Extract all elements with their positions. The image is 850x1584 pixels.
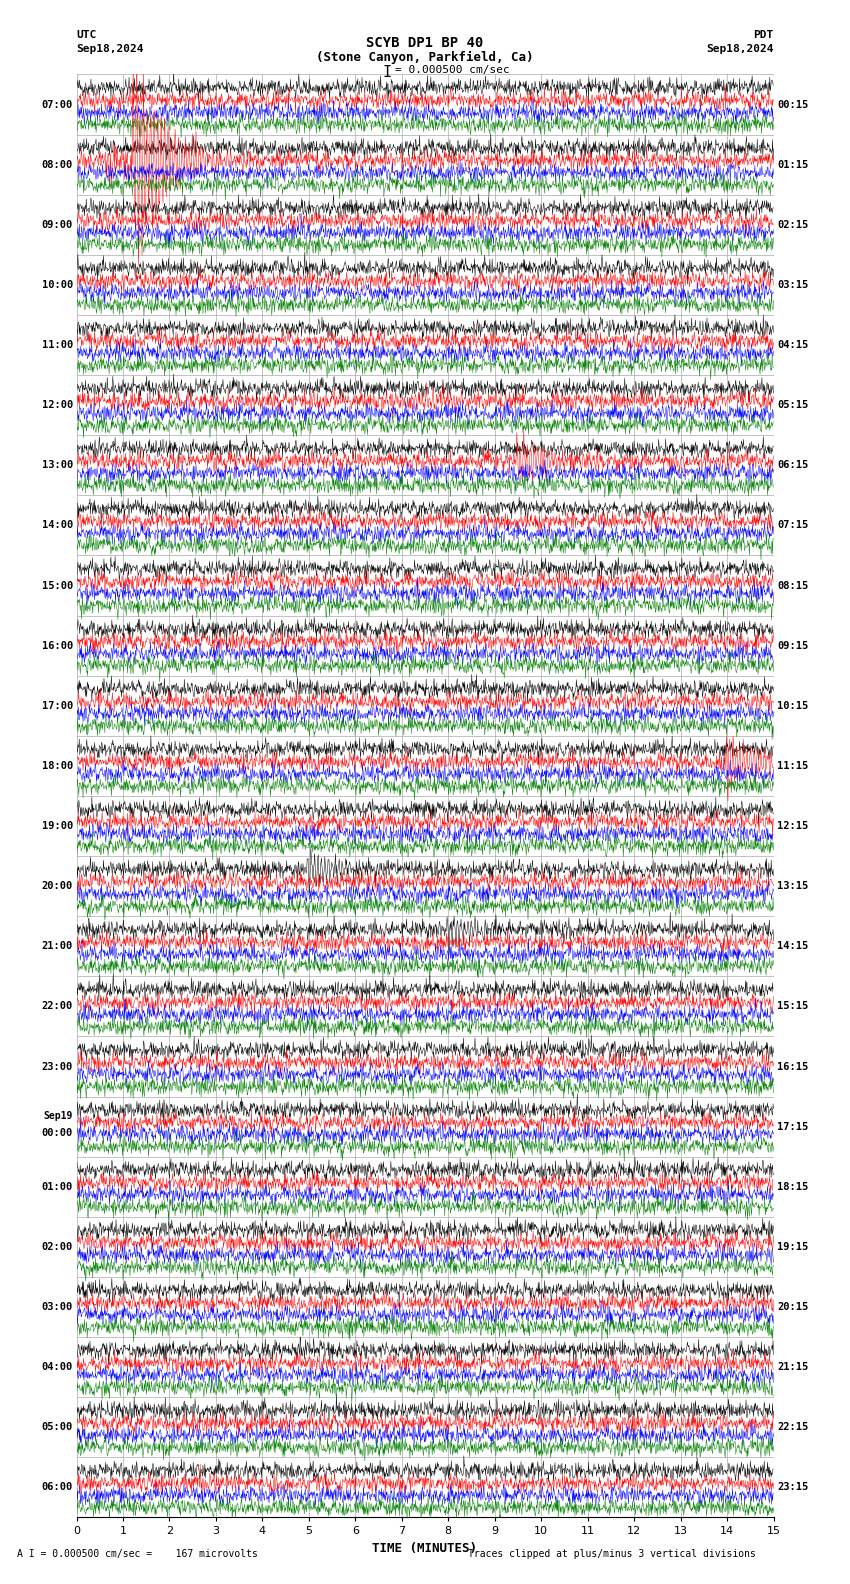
Text: 08:00: 08:00 [42,160,73,169]
Text: 19:00: 19:00 [42,821,73,832]
Text: 03:15: 03:15 [777,280,808,290]
Text: 02:15: 02:15 [777,220,808,230]
Text: 06:15: 06:15 [777,461,808,470]
Text: 13:15: 13:15 [777,881,808,892]
Text: A I = 0.000500 cm/sec =    167 microvolts: A I = 0.000500 cm/sec = 167 microvolts [17,1549,258,1559]
Text: SCYB DP1 BP 40: SCYB DP1 BP 40 [366,36,484,51]
Text: Traces clipped at plus/minus 3 vertical divisions: Traces clipped at plus/minus 3 vertical … [468,1549,756,1559]
Text: Sep19: Sep19 [43,1110,73,1121]
Text: 17:15: 17:15 [777,1121,808,1131]
Text: 20:15: 20:15 [777,1302,808,1312]
Text: 18:15: 18:15 [777,1182,808,1191]
Text: 09:00: 09:00 [42,220,73,230]
Text: 00:15: 00:15 [777,100,808,109]
Text: 11:00: 11:00 [42,341,73,350]
Text: 21:00: 21:00 [42,941,73,952]
Text: 20:00: 20:00 [42,881,73,892]
Text: 16:00: 16:00 [42,640,73,651]
Text: 01:15: 01:15 [777,160,808,169]
Text: 00:00: 00:00 [42,1128,73,1137]
Text: I: I [382,65,391,79]
Text: 01:00: 01:00 [42,1182,73,1191]
Text: 15:00: 15:00 [42,580,73,591]
Text: 21:15: 21:15 [777,1362,808,1372]
Text: Sep18,2024: Sep18,2024 [706,44,774,54]
Text: 18:00: 18:00 [42,760,73,771]
Text: 22:15: 22:15 [777,1422,808,1432]
Text: 06:00: 06:00 [42,1483,73,1492]
Text: 15:15: 15:15 [777,1001,808,1012]
Text: 16:15: 16:15 [777,1061,808,1071]
Text: 23:00: 23:00 [42,1061,73,1071]
Text: Sep18,2024: Sep18,2024 [76,44,144,54]
Text: 12:15: 12:15 [777,821,808,832]
Text: = 0.000500 cm/sec: = 0.000500 cm/sec [395,65,510,74]
Text: 19:15: 19:15 [777,1242,808,1251]
Text: 09:15: 09:15 [777,640,808,651]
Text: 23:15: 23:15 [777,1483,808,1492]
Text: 10:00: 10:00 [42,280,73,290]
Text: 08:15: 08:15 [777,580,808,591]
Text: 10:15: 10:15 [777,700,808,711]
Text: 05:15: 05:15 [777,401,808,410]
Text: 13:00: 13:00 [42,461,73,470]
Text: 07:15: 07:15 [777,521,808,531]
Text: UTC: UTC [76,30,97,40]
Text: 04:00: 04:00 [42,1362,73,1372]
Text: 22:00: 22:00 [42,1001,73,1012]
X-axis label: TIME (MINUTES): TIME (MINUTES) [372,1543,478,1555]
Text: 05:00: 05:00 [42,1422,73,1432]
Text: 17:00: 17:00 [42,700,73,711]
Text: 03:00: 03:00 [42,1302,73,1312]
Text: 14:00: 14:00 [42,521,73,531]
Text: 14:15: 14:15 [777,941,808,952]
Text: 02:00: 02:00 [42,1242,73,1251]
Text: 11:15: 11:15 [777,760,808,771]
Text: 07:00: 07:00 [42,100,73,109]
Text: (Stone Canyon, Parkfield, Ca): (Stone Canyon, Parkfield, Ca) [316,51,534,63]
Text: 04:15: 04:15 [777,341,808,350]
Text: PDT: PDT [753,30,774,40]
Text: 12:00: 12:00 [42,401,73,410]
